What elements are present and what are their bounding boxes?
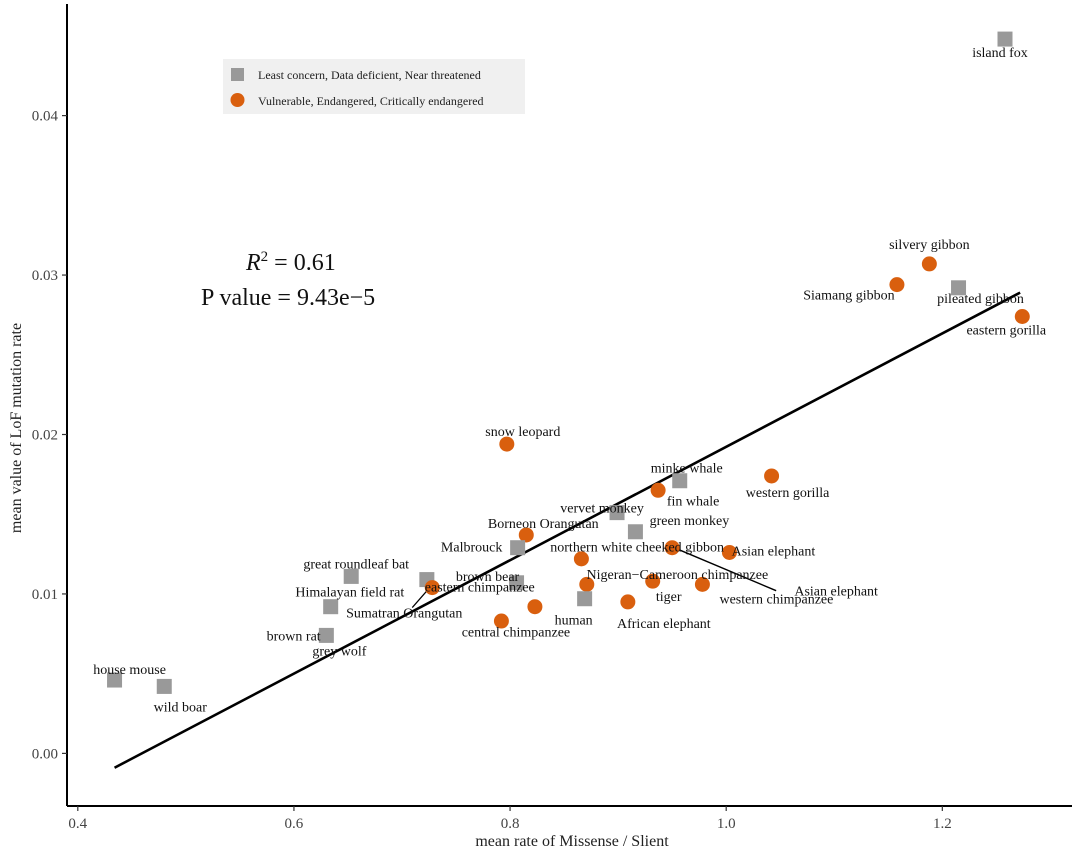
y-tick-label: 0.03: [32, 268, 58, 284]
point-great-roundleaf-bat: [343, 568, 359, 584]
point-brown-bear: [509, 575, 525, 591]
y-tick-label: 0.01: [32, 587, 58, 603]
label-island-fox: island fox: [972, 46, 1028, 61]
point-asian-elephant: [721, 544, 737, 560]
label-western-chimpanzee: western chimpanzee: [719, 592, 833, 607]
point-labels: island fox silvery gibbon Siamang gibbon pi…: [93, 46, 1047, 715]
legend: Least concern, Data deficient, Near thre…: [223, 59, 525, 114]
label-malbrouck: Malbrouck: [441, 541, 502, 556]
point-green-monkey: [627, 524, 643, 540]
point-siamang-gibbon: [889, 277, 905, 293]
label-eastern-chimpanzee: eastern chimpanzee: [425, 580, 535, 595]
y-tick-label: 0.00: [32, 746, 58, 762]
callout-leader-line: [673, 547, 777, 592]
axes: 0.4 0.6 0.8 1.0 1.2 0.00 0.01 0.02 0.03 0.04: [32, 4, 1072, 832]
label-asian-elephant: Asian elephant: [732, 544, 816, 559]
label-african-elephant: African elephant: [617, 617, 711, 632]
label-tiger: tiger: [656, 590, 682, 605]
point-wild-boar: [156, 678, 172, 694]
x-tick-label: 0.6: [285, 816, 304, 832]
sumatran-leader-line: [411, 591, 427, 608]
label-human: human: [555, 614, 593, 629]
point-house-mouse: [107, 672, 123, 688]
label-asian-elephant: Asian elephant: [794, 585, 878, 600]
label-vervet-monkey: vervet monkey: [560, 502, 644, 517]
x-axis-title: mean rate of Missense / Slient: [475, 833, 669, 850]
point-western-gorilla: [764, 468, 780, 484]
point-grey-wolf: [318, 627, 334, 643]
point-brown-rat: [323, 599, 339, 615]
label-brown-rat: brown rat: [267, 630, 321, 645]
r-squared-text: R2 = 0.61: [245, 249, 336, 276]
label-snow-leopard: snow leopard: [485, 425, 560, 440]
point-borneon-orangutan: [518, 527, 534, 543]
label-green-monkey: green monkey: [650, 514, 730, 529]
label-brown-bear: brown bear: [456, 570, 520, 585]
plot-lines: [113, 291, 1021, 769]
x-tick-label: 1.2: [933, 816, 952, 832]
point-fin-whale: [650, 482, 666, 498]
label-fin-whale: fin whale: [667, 494, 719, 509]
point-nigeran-cameroon-chimpanzee: [573, 551, 589, 567]
label-great-roundleaf-bat: great roundleaf bat: [303, 557, 409, 572]
label-nigeran-cameroon-chimpanzee: Nigeran−Cameroon chimpanzee: [587, 568, 769, 583]
label-silvery-gibbon: silvery gibbon: [889, 238, 970, 253]
point-malbrouck: [510, 540, 526, 556]
x-tick-label: 0.8: [501, 816, 520, 832]
point-eastern-gorilla: [1014, 309, 1030, 325]
r-symbol: R: [245, 250, 261, 276]
label-borneon-orangutan: Borneon Orangutan: [488, 517, 599, 532]
y-tick-label: 0.04: [32, 109, 59, 125]
label-siamang-gibbon: Siamang gibbon: [803, 289, 894, 304]
label-sumatran-orangutan: Sumatran Orangutan: [346, 607, 462, 622]
regression-line: [113, 291, 1021, 769]
label-minke-whale: minke whale: [651, 462, 723, 477]
label-pileated-gibbon: pileated gibbon: [937, 292, 1024, 307]
point-snow-leopard: [499, 436, 515, 452]
label-himalayan-field-rat: Himalayan field rat: [295, 586, 404, 601]
legend-label-least-concern: Least concern, Data deficient, Near thre…: [258, 68, 481, 82]
legend-box: [223, 59, 525, 114]
point-island-fox: [997, 31, 1013, 47]
label-central-chimpanzee: central chimpanzee: [462, 626, 570, 641]
point-western-chimpanzee: [694, 576, 710, 592]
r-squared-value: = 0.61: [268, 250, 336, 276]
r-exponent: 2: [261, 249, 269, 265]
legend-label-threatened: Vulnerable, Endangered, Critically endan…: [258, 94, 484, 108]
label-house-mouse: house mouse: [93, 663, 166, 678]
x-tick-label: 0.4: [68, 816, 87, 832]
point-northern-white-cheeked-gibbon: [664, 540, 680, 556]
point-sumatran-orangutan: [424, 580, 440, 596]
label-western-gorilla: western gorilla: [746, 486, 830, 501]
point-unlabeled: [493, 613, 509, 629]
point-african-elephant: [620, 594, 636, 610]
point-silvery-gibbon: [921, 256, 937, 272]
label-wild-boar: wild boar: [154, 700, 208, 715]
point-vervet-monkey: [609, 505, 625, 521]
point-human: [577, 591, 593, 607]
legend-key-square: [231, 68, 244, 81]
point-central-chimpanzee: [527, 599, 543, 615]
label-grey-wolf: grey wolf: [312, 644, 366, 659]
label-northern-white-cheeked-gibbon: northern white cheeked gibbon: [550, 541, 724, 556]
point-pileated-gibbon: [951, 280, 967, 296]
x-tick-label: 1.0: [717, 816, 736, 832]
regression-stats: R2 = 0.61 P value = 9.43e−5: [201, 249, 375, 311]
data-points: [107, 31, 1030, 694]
p-value-text: P value = 9.43e−5: [201, 285, 375, 311]
y-tick-label: 0.02: [32, 427, 58, 443]
point-minke-whale: [672, 473, 688, 489]
point-eastern-chimpanzee: [579, 576, 595, 592]
label-eastern-gorilla: eastern gorilla: [966, 324, 1046, 339]
legend-key-circle: [230, 93, 245, 107]
point-tiger: [645, 573, 661, 589]
y-axis-title: mean value of LoF mutation rate: [8, 323, 25, 533]
